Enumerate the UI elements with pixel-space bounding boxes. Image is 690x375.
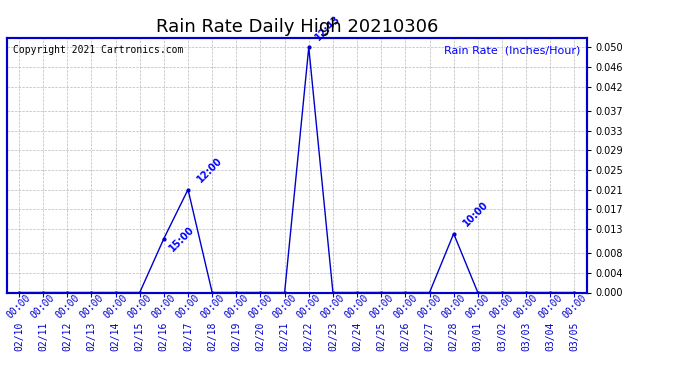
Text: 00:00: 00:00 xyxy=(270,293,299,321)
Text: 10:00: 10:00 xyxy=(461,200,490,229)
Text: 00:00: 00:00 xyxy=(246,293,275,321)
Text: 00:00: 00:00 xyxy=(319,293,347,321)
Text: 00:00: 00:00 xyxy=(5,293,33,321)
Text: 00:00: 00:00 xyxy=(464,293,492,321)
Title: Rain Rate Daily High 20210306: Rain Rate Daily High 20210306 xyxy=(155,18,438,36)
Text: 00:00: 00:00 xyxy=(101,293,130,321)
Text: 00:00: 00:00 xyxy=(53,293,81,321)
Text: 00:00: 00:00 xyxy=(512,293,540,321)
Text: 15:00: 15:00 xyxy=(168,224,197,253)
Text: 00:00: 00:00 xyxy=(150,293,178,321)
Text: 00:00: 00:00 xyxy=(367,293,395,321)
Text: 00:00: 00:00 xyxy=(536,293,564,321)
Text: 12:43: 12:43 xyxy=(314,13,343,42)
Text: 00:00: 00:00 xyxy=(391,293,420,321)
Text: 00:00: 00:00 xyxy=(560,293,589,321)
Text: 00:00: 00:00 xyxy=(343,293,371,321)
Text: 00:00: 00:00 xyxy=(440,293,468,321)
Text: Rain Rate  (Inches/Hour): Rain Rate (Inches/Hour) xyxy=(444,45,581,55)
Text: 00:00: 00:00 xyxy=(415,293,444,321)
Text: 00:00: 00:00 xyxy=(77,293,106,321)
Text: 00:00: 00:00 xyxy=(126,293,154,321)
Text: 00:00: 00:00 xyxy=(174,293,202,321)
Text: 12:00: 12:00 xyxy=(195,156,224,184)
Text: 00:00: 00:00 xyxy=(295,293,323,321)
Text: 00:00: 00:00 xyxy=(29,293,57,321)
Text: 00:00: 00:00 xyxy=(198,293,226,321)
Text: Copyright 2021 Cartronics.com: Copyright 2021 Cartronics.com xyxy=(12,45,183,55)
Text: 00:00: 00:00 xyxy=(488,293,516,321)
Text: 00:00: 00:00 xyxy=(222,293,250,321)
